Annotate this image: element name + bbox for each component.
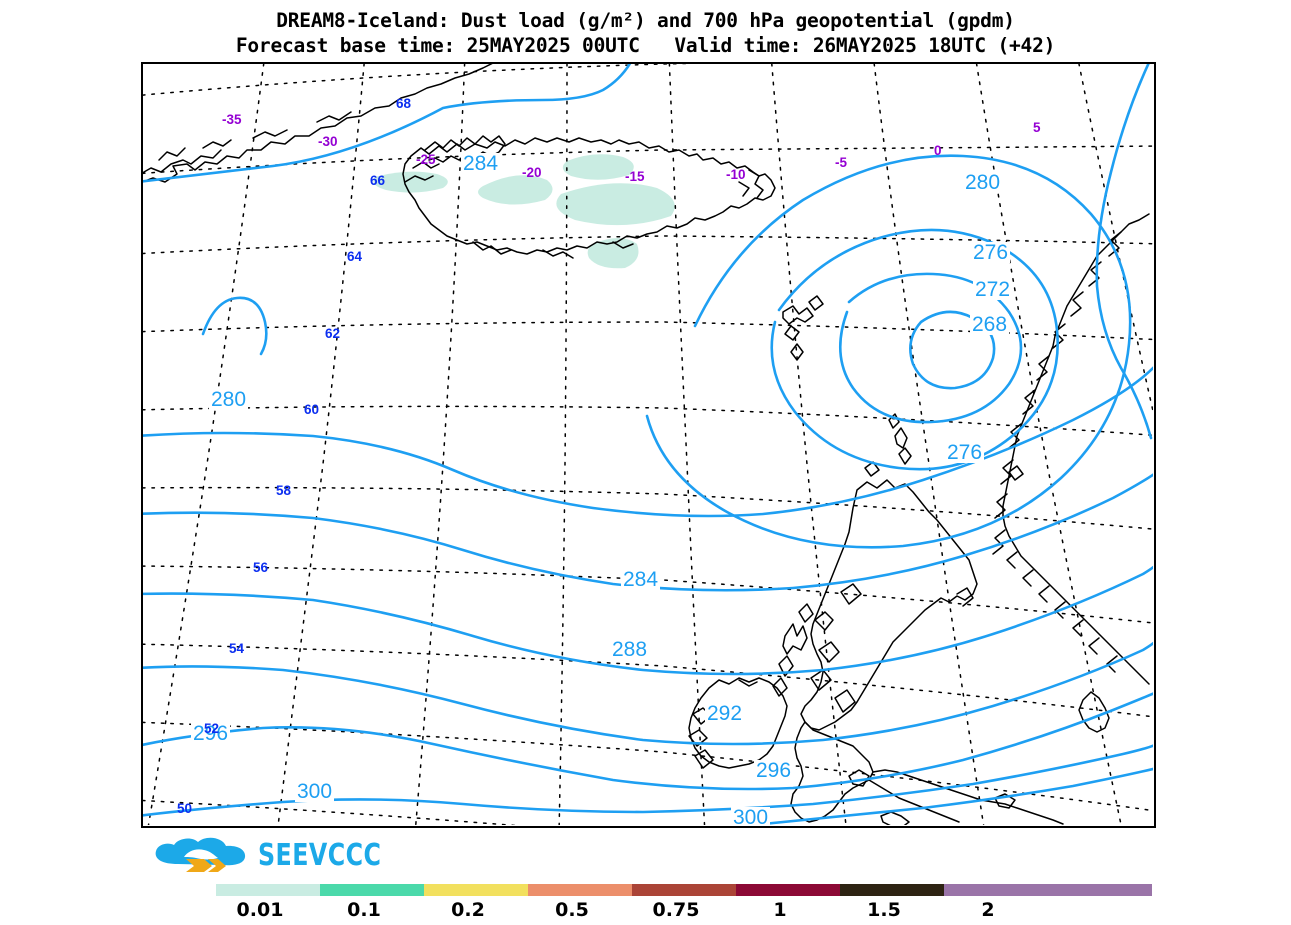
colorbar-tick: 0.1 xyxy=(347,899,381,921)
seevccc-logo-icon xyxy=(155,837,246,872)
colorbar-segment xyxy=(944,884,1048,896)
dust-shading-layer xyxy=(373,154,675,269)
colorbar-tick: 1 xyxy=(773,899,787,921)
colorbar-segment xyxy=(840,884,944,896)
colorbar-segment xyxy=(1048,884,1152,896)
contour-label: 284 xyxy=(621,568,661,591)
chart-title-line-2: Forecast base time: 25MAY2025 00UTC Vali… xyxy=(235,34,1056,57)
longitude-label: -5 xyxy=(835,155,848,170)
contour-label: 300 xyxy=(731,806,771,828)
colorbar-segment xyxy=(632,884,736,896)
contour-label: 296 xyxy=(754,759,794,782)
colorbar-strip xyxy=(216,884,1152,896)
contour-label: 276 xyxy=(971,241,1011,264)
seevccc-logo-text: SEEVCCC xyxy=(258,838,382,873)
chart-title-line-1: DREAM8-Iceland: Dust load (g/m²) and 700… xyxy=(276,9,1015,32)
longitude-label: -20 xyxy=(522,165,542,180)
colorbar-segment xyxy=(736,884,840,896)
latitude-label: 52 xyxy=(204,721,220,736)
longitude-label: -10 xyxy=(726,167,746,182)
latitude-label: 66 xyxy=(370,173,386,188)
latitude-label: 62 xyxy=(325,326,341,341)
latitude-label: 56 xyxy=(253,560,269,575)
contour-label: 300 xyxy=(295,780,335,803)
contour-label: 272 xyxy=(973,278,1013,301)
colorbar-tick: 0.5 xyxy=(555,899,589,921)
colorbar-tick: 0.01 xyxy=(236,899,284,921)
colorbar-tick: 0.2 xyxy=(451,899,485,921)
colorbar-segment xyxy=(424,884,528,896)
colorbar-segment xyxy=(320,884,424,896)
graticule-layer xyxy=(143,64,1153,825)
latitude-label: 64 xyxy=(347,249,363,264)
contour-label: 280 xyxy=(963,171,1003,194)
contour-label: 288 xyxy=(610,638,650,661)
contour-label: 284 xyxy=(461,152,501,175)
colorbar-tick: 2 xyxy=(981,899,995,921)
longitude-label: -35 xyxy=(222,112,242,127)
latitude-label: 60 xyxy=(304,402,320,417)
latitude-label: 50 xyxy=(177,801,193,816)
colorbar-segment xyxy=(216,884,320,896)
longitude-label: 5 xyxy=(1033,120,1041,135)
map-graphics xyxy=(143,64,1153,825)
longitude-label: -25 xyxy=(416,152,436,167)
latitude-label: 58 xyxy=(276,483,292,498)
dust-load-colorbar: 0.01 0.1 0.2 0.5 0.75 1 1.5 2 xyxy=(216,884,1152,924)
contour-label: 292 xyxy=(705,702,745,725)
colorbar-segment xyxy=(528,884,632,896)
colorbar-tick-labels: 0.01 0.1 0.2 0.5 0.75 1 1.5 2 xyxy=(216,899,1152,925)
longitude-label: 0 xyxy=(934,143,942,158)
map-plot-area: 284 280 276 272 268 276 280 284 288 292 … xyxy=(141,62,1156,828)
latitude-label: 54 xyxy=(229,641,245,656)
contour-label: 268 xyxy=(970,313,1010,336)
contour-label: 276 xyxy=(945,441,985,464)
geopotential-contour-layer xyxy=(143,64,1153,825)
chart-title-block: DREAM8-Iceland: Dust load (g/m²) and 700… xyxy=(0,8,1291,58)
contour-label: 280 xyxy=(209,388,249,411)
colorbar-tick: 0.75 xyxy=(652,899,700,921)
contour-label: 296 xyxy=(191,722,231,745)
latitude-label: 68 xyxy=(396,96,412,111)
colorbar-tick: 1.5 xyxy=(867,899,901,921)
coastline-layer xyxy=(143,64,1150,825)
longitude-label: -30 xyxy=(318,134,338,149)
longitude-label: -15 xyxy=(625,169,645,184)
